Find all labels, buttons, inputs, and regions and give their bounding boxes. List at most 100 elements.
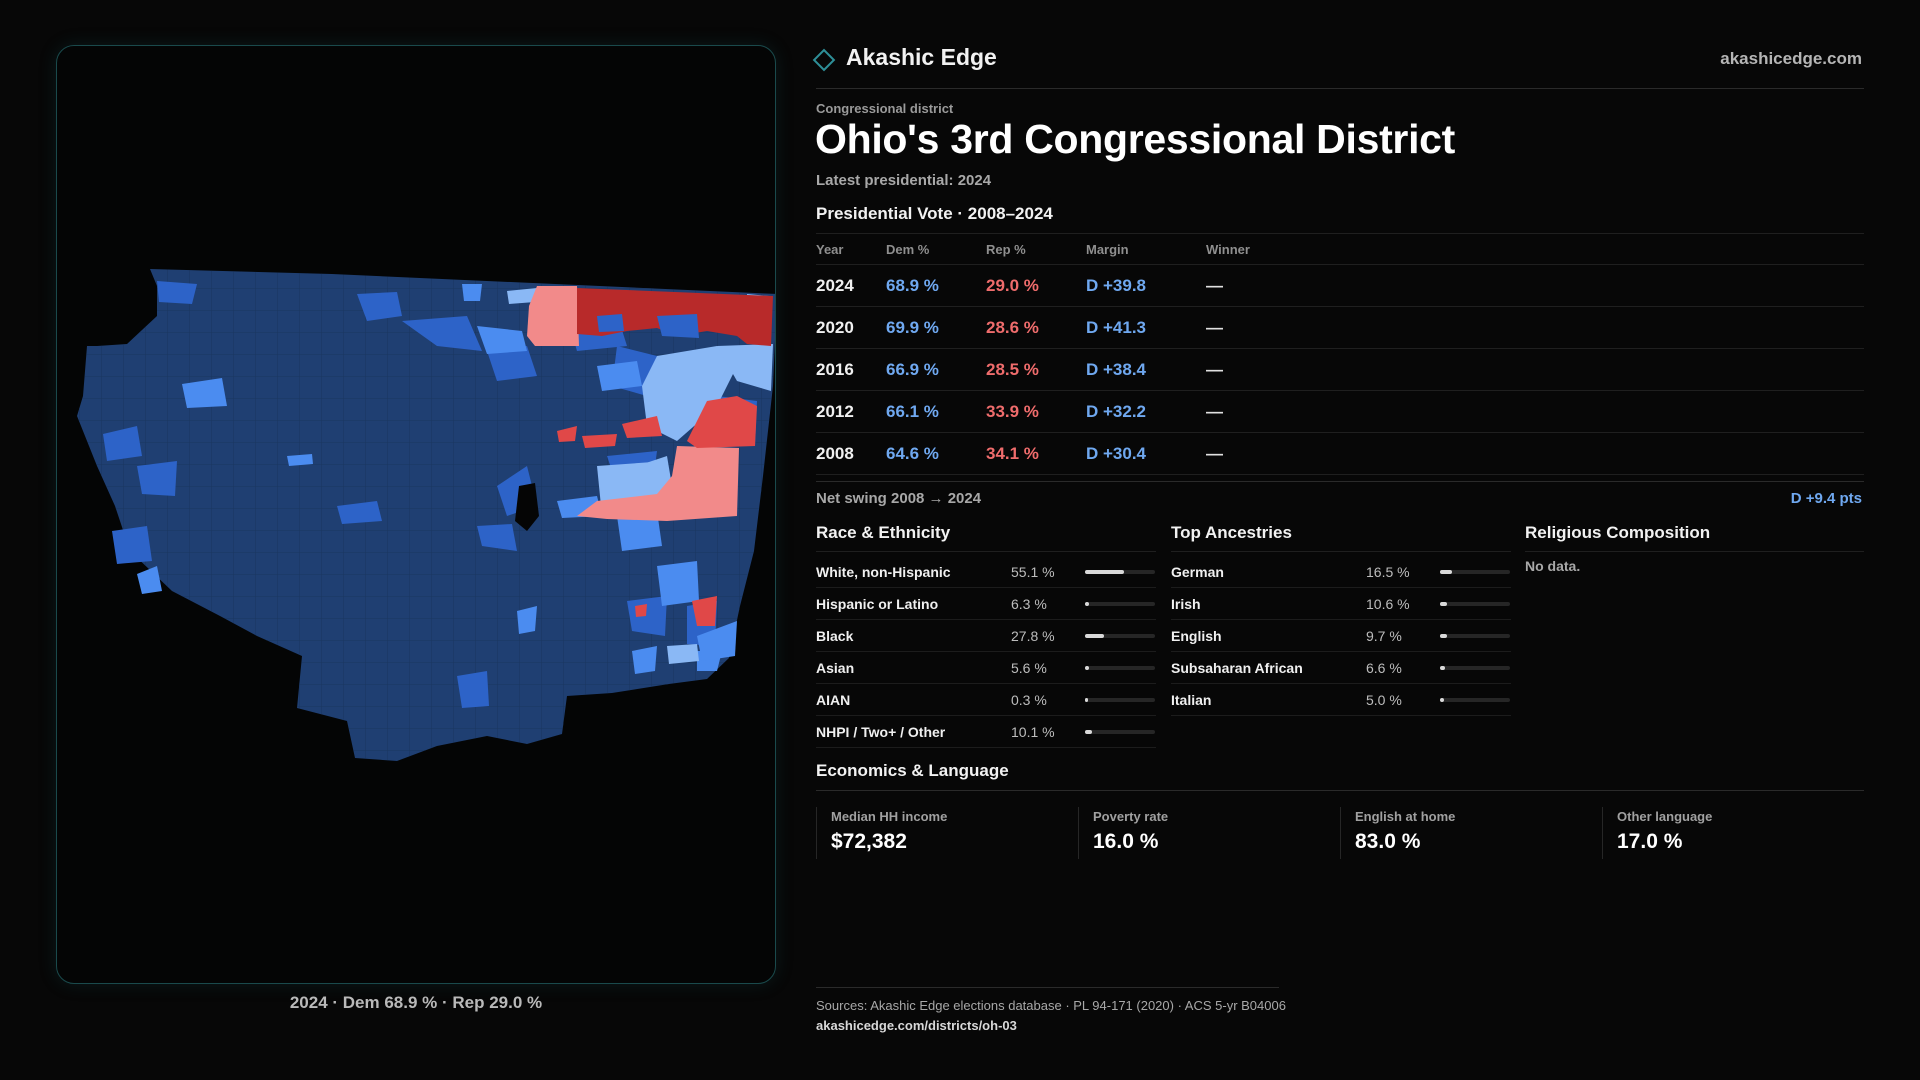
row-winner: — — [1206, 317, 1223, 337]
stat-bar — [1085, 633, 1155, 638]
stat-bar — [1440, 665, 1510, 670]
district-map[interactable] — [57, 46, 775, 983]
econ-value: $72,382 — [831, 830, 907, 853]
row-rep: 28.5 % — [986, 359, 1039, 379]
row-margin: D +32.2 — [1086, 401, 1147, 421]
stat-label: Black — [816, 627, 854, 644]
stat-bar-fill — [1085, 601, 1090, 606]
table-row: 2020 69.9 % 28.6 % D +41.3 — — [816, 307, 1864, 349]
stat-bar-fill — [1085, 697, 1088, 702]
stat-value: 0.3 % — [1011, 691, 1047, 708]
stat-label: Irish — [1171, 595, 1201, 612]
stat-bar-fill — [1085, 633, 1105, 638]
sources-text: Sources: Akashic Edge elections database… — [816, 998, 1286, 1013]
religion-empty: No data. — [1525, 558, 1581, 574]
stat-value: 55.1 % — [1011, 563, 1055, 580]
stat-label: AIAN — [816, 691, 851, 708]
stat-bar-fill — [1085, 729, 1093, 734]
econ-label: Median HH income — [831, 809, 948, 824]
ancestry-section: Top Ancestries German 16.5 % Irish 10.6 … — [1171, 521, 1511, 716]
stat-value: 5.0 % — [1366, 691, 1402, 708]
district-url-link[interactable]: akashicedge.com/districts/oh-03 — [816, 1018, 1017, 1033]
district-eyebrow: Congressional district — [816, 101, 954, 116]
median-income-card: Median HH income $72,382 — [816, 807, 1078, 859]
list-item: Black 27.8 % — [816, 620, 1156, 652]
row-year: 2016 — [816, 359, 854, 379]
header-divider — [816, 88, 1864, 89]
row-margin: D +30.4 — [1086, 443, 1147, 463]
table-row: 2016 66.9 % 28.5 % D +38.4 — — [816, 349, 1864, 391]
stat-bar-fill — [1440, 697, 1444, 702]
row-year: 2024 — [816, 275, 854, 295]
stat-label: German — [1171, 563, 1224, 580]
unpopulated-area — [515, 483, 539, 531]
row-dem: 66.9 % — [886, 359, 939, 379]
latest-presidential: Latest presidential: 2024 — [816, 172, 992, 189]
list-item: Hispanic or Latino 6.3 % — [816, 588, 1156, 620]
row-rep: 28.6 % — [986, 317, 1039, 337]
list-item: Irish 10.6 % — [1171, 588, 1511, 620]
stat-bar-fill — [1440, 601, 1448, 606]
row-dem: 69.9 % — [886, 317, 939, 337]
list-item: Asian 5.6 % — [816, 652, 1156, 684]
stat-bar — [1440, 569, 1510, 574]
stat-label: Asian — [816, 659, 855, 676]
stat-bar-fill — [1440, 569, 1452, 574]
row-margin: D +38.4 — [1086, 359, 1147, 379]
list-item: English 9.7 % — [1171, 620, 1511, 652]
english-at-home-card: English at home 83.0 % — [1340, 807, 1602, 859]
stat-bar — [1085, 601, 1155, 606]
district-map-panel[interactable] — [56, 45, 776, 984]
list-item: German 16.5 % — [1171, 556, 1511, 588]
list-item: Italian 5.0 % — [1171, 684, 1511, 716]
vote-section-title: Presidential Vote · 2008–2024 — [816, 204, 1053, 223]
list-item: White, non-Hispanic 55.1 % — [816, 556, 1156, 588]
stat-value: 16.5 % — [1366, 563, 1410, 580]
col-margin: Margin — [1086, 241, 1129, 257]
race-ethnicity-section: Race & Ethnicity White, non-Hispanic 55.… — [816, 521, 1156, 748]
econ-value: 16.0 % — [1093, 830, 1159, 853]
col-rep: Rep % — [986, 241, 1026, 257]
diamond-logo-icon — [812, 48, 836, 71]
page-title: Ohio's 3rd Congressional District — [815, 116, 1456, 162]
row-winner: — — [1206, 443, 1223, 463]
stat-value: 6.3 % — [1011, 595, 1047, 612]
stat-value: 9.7 % — [1366, 627, 1402, 644]
econ-label: Other language — [1617, 809, 1713, 824]
economics-cards: Median HH income $72,382 Poverty rate 16… — [816, 807, 1864, 859]
col-winner: Winner — [1206, 241, 1250, 257]
row-dem: 66.1 % — [886, 401, 939, 421]
other-language-card: Other language 17.0 % — [1602, 807, 1864, 859]
table-row: 2012 66.1 % 33.9 % D +32.2 — — [816, 391, 1864, 433]
stat-bar — [1440, 633, 1510, 638]
row-rep: 33.9 % — [986, 401, 1039, 421]
rep-light-precincts — [527, 286, 739, 521]
col-year: Year — [816, 241, 844, 257]
stat-bar — [1085, 665, 1155, 670]
list-item: AIAN 0.3 % — [816, 684, 1156, 716]
race-title: Race & Ethnicity — [816, 521, 1156, 552]
stat-label: NHPI / Two+ / Other — [816, 723, 946, 740]
row-rep: 29.0 % — [986, 275, 1039, 295]
religion-title: Religious Composition — [1525, 521, 1864, 552]
table-header: Year Dem % Rep % Margin Winner — [816, 233, 1864, 265]
net-swing-label: Net swing 2008 → 2024 — [816, 490, 982, 507]
presidential-vote-table: Year Dem % Rep % Margin Winner 2024 68.9… — [816, 233, 1864, 475]
brand[interactable]: Akashic Edge — [812, 44, 997, 71]
rep-mid-precincts — [557, 396, 757, 626]
stat-value: 10.6 % — [1366, 595, 1410, 612]
econ-label: Poverty rate — [1093, 809, 1169, 824]
poverty-rate-card: Poverty rate 16.0 % — [1078, 807, 1340, 859]
brand-name: Akashic Edge — [846, 44, 997, 70]
stat-bar — [1085, 729, 1155, 734]
stat-label: English — [1171, 627, 1222, 644]
stat-bar-fill — [1440, 665, 1445, 670]
stat-bar-fill — [1085, 569, 1124, 574]
row-winner: — — [1206, 401, 1223, 421]
economics-divider — [816, 790, 1864, 791]
stat-bar — [1440, 697, 1510, 702]
row-year: 2008 — [816, 443, 854, 463]
net-swing-value: D +9.4 pts — [1790, 490, 1862, 507]
stat-value: 10.1 % — [1011, 723, 1055, 740]
site-url-link[interactable]: akashicedge.com — [1720, 49, 1862, 68]
